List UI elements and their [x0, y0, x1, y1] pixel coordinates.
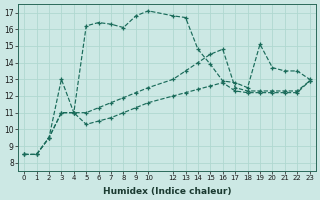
X-axis label: Humidex (Indice chaleur): Humidex (Indice chaleur) — [103, 187, 231, 196]
